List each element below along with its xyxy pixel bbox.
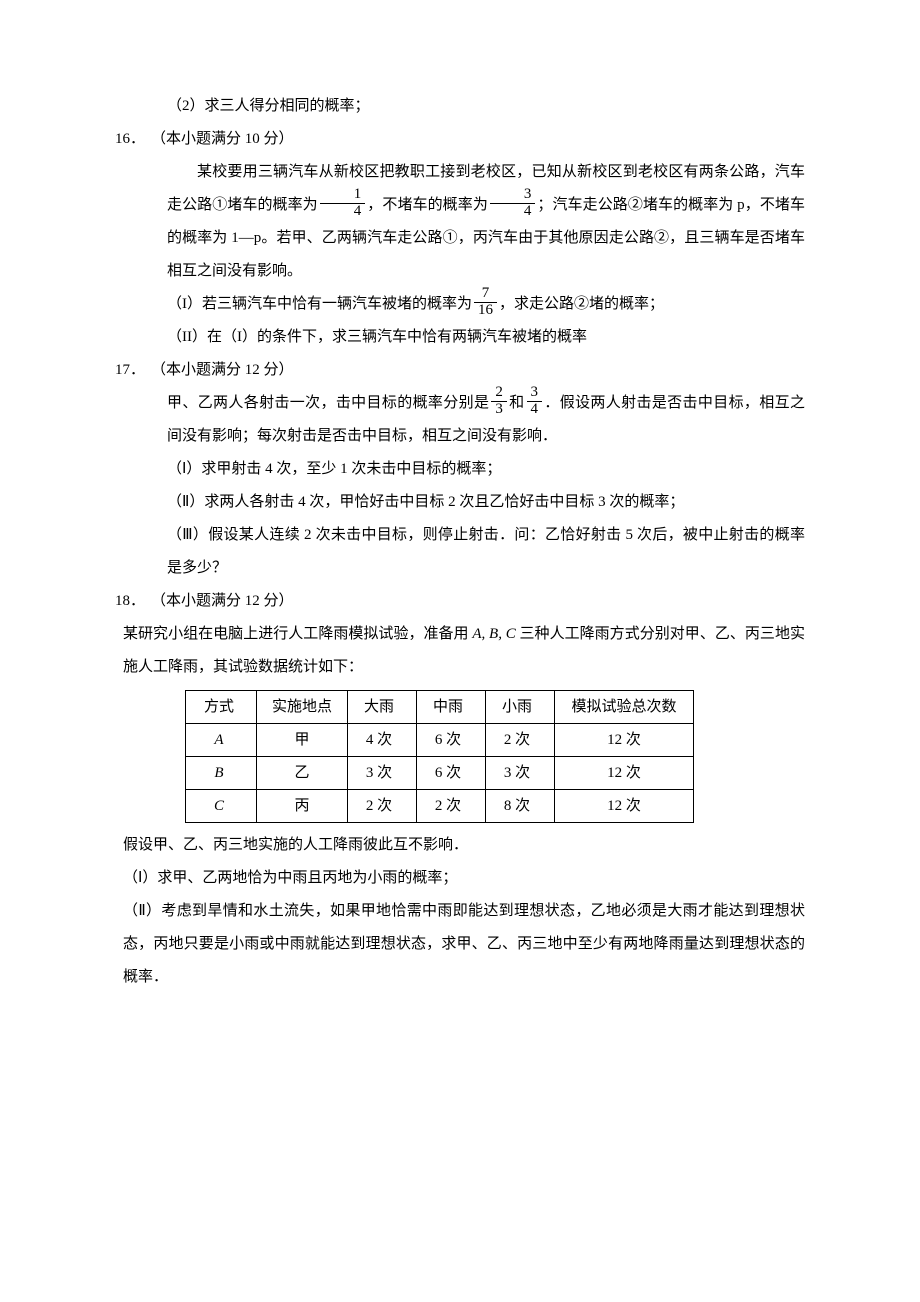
cell-method-a: A: [186, 724, 257, 757]
fraction-3-4b: 34: [527, 385, 543, 418]
q16-p1-b: ，不堵车的概率为: [367, 197, 488, 213]
q18-abc: A, B, C: [472, 626, 515, 642]
th-total: 模拟试验总次数: [555, 691, 694, 724]
q16-p2-b: ，求走公路②堵的概率；: [499, 296, 664, 312]
cell-total-2: 12 次: [555, 790, 694, 823]
q17-p3: （Ⅱ）求两人各射击 4 次，甲恰好击中目标 2 次且乙恰好击中目标 3 次的概率…: [115, 486, 805, 519]
q18-p1: 某研究小组在电脑上进行人工降雨模拟试验，准备用 A, B, C 三种人工降雨方式…: [115, 618, 805, 684]
cell-method-b: B: [186, 757, 257, 790]
q17-p1-a: 甲、乙两人各射击一次，击中目标的概率分别是: [167, 395, 489, 411]
q17-p2: （Ⅰ）求甲射击 4 次，至少 1 次未击中目标的概率；: [115, 453, 805, 486]
cell-method-c: C: [186, 790, 257, 823]
q17-p4: （Ⅲ）假设某人连续 2 次未击中目标，则停止射击．问：乙恰好射击 5 次后，被中…: [115, 519, 805, 585]
q17-p3-text: （Ⅱ）求两人各射击 4 次，甲恰好击中目标 2 次且乙恰好击中目标 3 次的概率…: [167, 494, 684, 510]
q16-p2: （I）若三辆汽车中恰有一辆汽车被堵的概率为716，求走公路②堵的概率；: [115, 288, 805, 321]
q18-p2: 假设甲、乙、丙三地实施的人工降雨彼此互不影响．: [115, 829, 805, 862]
q18-header: （本小题满分 12 分）: [151, 585, 805, 618]
cell-small-0: 2 次: [486, 724, 555, 757]
intro-line: （2）求三人得分相同的概率；: [115, 90, 805, 123]
q18-p1-a: 某研究小组在电脑上进行人工降雨模拟试验，准备用: [123, 626, 472, 642]
cell-big-2: 2 次: [348, 790, 417, 823]
cell-small-2: 8 次: [486, 790, 555, 823]
th-big: 大雨: [348, 691, 417, 724]
q18-number: 18．: [115, 585, 151, 618]
cell-total-1: 12 次: [555, 757, 694, 790]
q16-header-row: 16． （本小题满分 10 分）: [115, 123, 805, 156]
cell-small-1: 3 次: [486, 757, 555, 790]
q17-p4-text: （Ⅲ）假设某人连续 2 次未击中目标，则停止射击．问：乙恰好射击 5 次后，被中…: [167, 527, 805, 576]
cell-loc-0: 甲: [257, 724, 348, 757]
fraction-1-4: 14: [320, 187, 366, 220]
fraction-3-4: 34: [490, 187, 536, 220]
q18-p3: （Ⅰ）求甲、乙两地恰为中雨且丙地为小雨的概率；: [115, 862, 805, 895]
q16-header: （本小题满分 10 分）: [151, 123, 805, 156]
q16-p2-a: （I）若三辆汽车中恰有一辆汽车被堵的概率为: [167, 296, 472, 312]
fraction-2-3: 23: [491, 385, 507, 418]
table-row: B 乙 3 次 6 次 3 次 12 次: [186, 757, 694, 790]
q16-p3: （II）在（I）的条件下，求三辆汽车中恰有两辆汽车被堵的概率: [115, 321, 805, 354]
table-row: C 丙 2 次 2 次 8 次 12 次: [186, 790, 694, 823]
q18-header-row: 18． （本小题满分 12 分）: [115, 585, 805, 618]
fraction-7-16: 716: [474, 286, 497, 319]
q16-p3-text: （II）在（I）的条件下，求三辆汽车中恰有两辆汽车被堵的概率: [167, 329, 587, 345]
cell-big-0: 4 次: [348, 724, 417, 757]
table-header-row: 方式 实施地点 大雨 中雨 小雨 模拟试验总次数: [186, 691, 694, 724]
q18-p4: （Ⅱ）考虑到旱情和水土流失，如果甲地恰需中雨即能达到理想状态，乙地必须是大雨才能…: [115, 895, 805, 994]
cell-mid-1: 6 次: [417, 757, 486, 790]
q17-header: （本小题满分 12 分）: [151, 354, 805, 387]
q16-number: 16．: [115, 123, 151, 156]
cell-total-0: 12 次: [555, 724, 694, 757]
q16-p1: 某校要用三辆汽车从新校区把教职工接到老校区，已知从新校区到老校区有两条公路，汽车…: [115, 156, 805, 288]
th-mid: 中雨: [417, 691, 486, 724]
table-row: A 甲 4 次 6 次 2 次 12 次: [186, 724, 694, 757]
th-small: 小雨: [486, 691, 555, 724]
cell-loc-1: 乙: [257, 757, 348, 790]
q17-p2-text: （Ⅰ）求甲射击 4 次，至少 1 次未击中目标的概率；: [167, 461, 501, 477]
cell-mid-0: 6 次: [417, 724, 486, 757]
q18-p4-text: （Ⅱ）考虑到旱情和水土流失，如果甲地恰需中雨即能达到理想状态，乙地必须是大雨才能…: [123, 903, 805, 985]
th-location: 实施地点: [257, 691, 348, 724]
rain-table: 方式 实施地点 大雨 中雨 小雨 模拟试验总次数 A 甲 4 次 6 次 2 次…: [185, 690, 694, 823]
q18-p3-text: （Ⅰ）求甲、乙两地恰为中雨且丙地为小雨的概率；: [123, 870, 457, 886]
intro-text: （2）求三人得分相同的概率；: [167, 98, 370, 114]
cell-mid-2: 2 次: [417, 790, 486, 823]
q17-header-row: 17． （本小题满分 12 分）: [115, 354, 805, 387]
q17-p1-b: 和: [509, 395, 525, 411]
q18-p2-text: 假设甲、乙、丙三地实施的人工降雨彼此互不影响．: [123, 837, 468, 853]
q17-p1: 甲、乙两人各射击一次，击中目标的概率分别是23和34．假设两人射击是否击中目标，…: [115, 387, 805, 453]
q17-number: 17．: [115, 354, 151, 387]
cell-loc-2: 丙: [257, 790, 348, 823]
cell-big-1: 3 次: [348, 757, 417, 790]
th-method: 方式: [186, 691, 257, 724]
